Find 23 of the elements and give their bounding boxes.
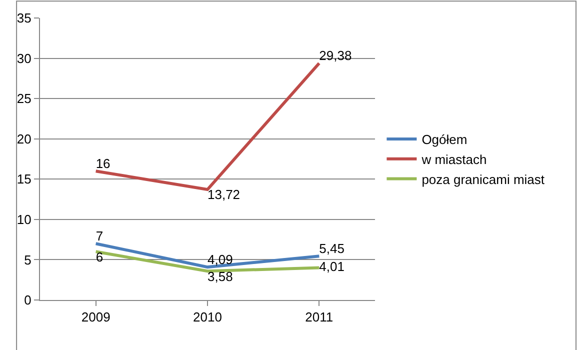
data-label: 4,09 bbox=[208, 252, 233, 267]
data-label: 16 bbox=[96, 156, 110, 171]
legend-label: poza granicami miast bbox=[422, 172, 545, 187]
x-tick-label: 2009 bbox=[81, 310, 110, 325]
y-tick-label: 30 bbox=[16, 50, 32, 66]
legend-label: w miastach bbox=[420, 152, 487, 167]
legend-label: Ogółem bbox=[422, 132, 468, 148]
y-tick-label: 10 bbox=[16, 212, 32, 227]
data-label: 5,45 bbox=[319, 240, 344, 256]
y-tick-label: 35 bbox=[16, 10, 32, 26]
y-tick-label: 0 bbox=[24, 292, 32, 308]
x-tick-label: 2011 bbox=[305, 310, 334, 325]
data-label: 29,38 bbox=[319, 48, 352, 64]
y-tick-label: 5 bbox=[24, 252, 32, 268]
data-label: 13,72 bbox=[208, 187, 240, 202]
data-label: 6 bbox=[96, 249, 104, 264]
y-tick-label: 25 bbox=[16, 91, 32, 106]
data-label: 4,01 bbox=[319, 258, 344, 274]
x-tick-label: 2010 bbox=[193, 310, 222, 325]
data-label: 7 bbox=[96, 228, 104, 244]
data-label: 3,58 bbox=[208, 268, 233, 284]
y-tick-label: 20 bbox=[16, 131, 32, 146]
y-tick-label: 15 bbox=[16, 172, 32, 187]
